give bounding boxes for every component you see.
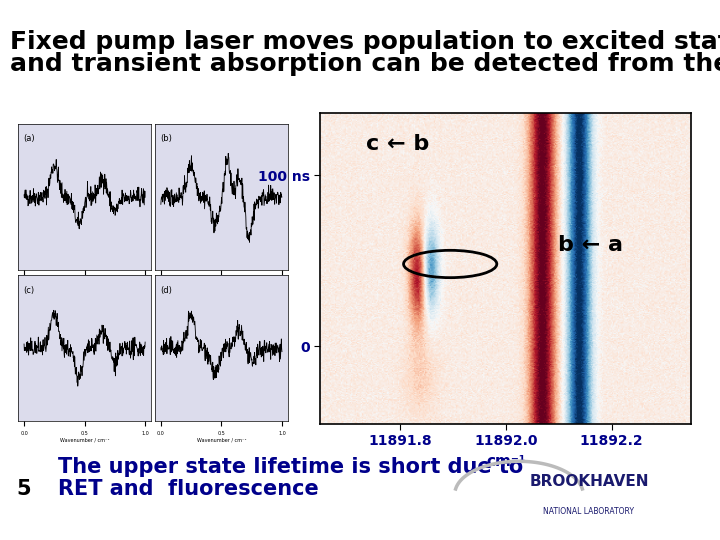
Text: RET and  fluorescence: RET and fluorescence (58, 479, 319, 499)
Text: (a): (a) (23, 134, 35, 144)
X-axis label: cm⁻¹: cm⁻¹ (486, 454, 526, 469)
Text: BROOKHAVEN: BROOKHAVEN (529, 475, 649, 489)
Text: (d): (d) (160, 286, 172, 295)
X-axis label: Wavenumber / cm⁻¹: Wavenumber / cm⁻¹ (60, 437, 109, 442)
Text: b ← a: b ← a (558, 235, 623, 255)
Text: c ← b: c ← b (366, 134, 429, 154)
X-axis label: Wavenumber / cm⁻¹: Wavenumber / cm⁻¹ (197, 437, 246, 442)
Text: Fixed pump laser moves population to excited state: Fixed pump laser moves population to exc… (10, 30, 720, 54)
Text: The upper state lifetime is short due to: The upper state lifetime is short due to (58, 457, 523, 477)
Text: (b): (b) (160, 134, 172, 144)
Text: and transient absorption can be detected from there: and transient absorption can be detected… (10, 52, 720, 76)
Text: (c): (c) (23, 286, 35, 295)
Text: NATIONAL LABORATORY: NATIONAL LABORATORY (544, 508, 634, 516)
Text: 5: 5 (16, 479, 31, 499)
